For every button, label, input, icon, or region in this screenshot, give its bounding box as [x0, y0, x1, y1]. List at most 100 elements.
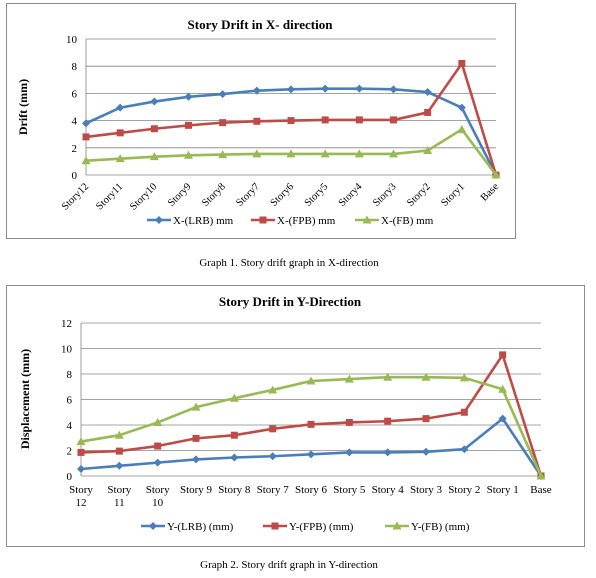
x-tick-label: Story1	[439, 181, 467, 209]
x-tick-label: Story12	[60, 181, 91, 212]
legend-label: Y-(FPB) (mm)	[289, 521, 354, 533]
data-point	[192, 434, 200, 442]
legend-entry: Y-(FB) (mm)	[385, 521, 470, 533]
series-2	[82, 59, 500, 179]
data-point	[252, 86, 261, 95]
data-point	[423, 88, 432, 97]
y-tick-label: 6	[72, 88, 78, 100]
data-point	[150, 125, 158, 133]
y-tick-label: 10	[61, 344, 73, 356]
x-tick-label: Story10	[128, 181, 159, 212]
data-point	[355, 116, 363, 124]
legend-marker	[149, 522, 157, 530]
chart-y-direction-frame: Story Drift in Y-Direction Displacement (…	[6, 285, 585, 547]
graph-2-caption: Graph 2. Story drift graph in Y-directio…	[200, 559, 378, 571]
data-point	[421, 372, 431, 381]
legend-label: Y-(LRB) (mm)	[167, 521, 234, 533]
chart-y-direction: Story Drift in Y-Direction Displacement (…	[18, 294, 552, 533]
graph-1-caption: Graph 1. Story drift graph in X-directio…	[199, 257, 379, 269]
y-axis-label: Displacement (mm)	[18, 349, 32, 449]
legend-label: Y-(FB) (mm)	[411, 521, 470, 533]
series-3	[81, 124, 501, 179]
data-point	[498, 384, 508, 393]
data-point	[116, 129, 124, 137]
data-point	[320, 149, 330, 158]
series-3	[76, 372, 546, 480]
legend-marker	[271, 522, 279, 530]
y-tick-label: 0	[67, 471, 73, 483]
data-point	[354, 149, 364, 158]
x-tick-label: Story	[69, 484, 93, 496]
x-tick-label: Story 5	[333, 484, 366, 496]
data-point	[268, 452, 277, 461]
data-point	[306, 376, 316, 385]
y-tick-label: 2	[72, 143, 78, 155]
data-point	[460, 408, 468, 416]
data-point	[424, 108, 432, 116]
data-point	[536, 471, 546, 480]
x-tick-label: Story3	[371, 181, 399, 209]
data-point	[269, 425, 277, 433]
y-tick-label: 0	[72, 170, 78, 182]
data-point	[383, 372, 393, 381]
data-point	[253, 117, 261, 125]
data-point	[116, 103, 125, 112]
data-point	[230, 431, 238, 439]
chart-title: Story Drift in Y-Direction	[219, 294, 362, 309]
chart-x-direction-frame: Story Drift in X- direction Drift (mm) 0 2 4…	[6, 3, 516, 239]
legend-label: X-(LRB) mm	[173, 215, 234, 227]
x-tick-label: Story 4	[372, 484, 405, 496]
x-tick-label: Story9	[166, 181, 194, 209]
x-tick-label: Story2	[405, 181, 433, 209]
y-axis-label: Drift (mm)	[16, 79, 30, 135]
data-point	[115, 447, 123, 455]
x-tick-label: Base	[479, 181, 501, 203]
data-point	[389, 149, 398, 158]
data-point	[422, 415, 430, 423]
x-tick-label: Story6	[269, 181, 297, 209]
y-tick-label: 4	[72, 116, 78, 128]
data-point	[321, 116, 329, 124]
data-point	[192, 455, 200, 464]
data-point	[287, 117, 295, 125]
data-point	[219, 119, 227, 127]
x-tick-label: Story 6	[295, 484, 328, 496]
data-point	[422, 447, 430, 456]
data-point	[321, 84, 330, 93]
legend-entry: X-(FPB) mm	[251, 215, 336, 227]
y-tick-label: 8	[72, 61, 78, 73]
legend-entry: Y-(FPB) (mm)	[263, 521, 354, 533]
y-tick-label: 10	[66, 34, 78, 46]
x-tick-label: Story8	[200, 181, 228, 209]
data-point	[150, 97, 159, 106]
data-point	[390, 116, 397, 124]
data-point	[384, 417, 392, 425]
legend-marker	[259, 216, 267, 224]
x-tick-label: Story4	[337, 181, 365, 209]
x-tick-label: Story 3	[410, 484, 443, 496]
x-tick-label: Story 7	[257, 484, 290, 496]
data-point	[423, 146, 433, 155]
data-point	[77, 464, 85, 473]
data-point	[355, 84, 364, 93]
data-point	[458, 59, 466, 67]
x-tick-label: Base	[530, 484, 552, 496]
y-tick-label: 12	[61, 318, 72, 330]
x-tick-label: Story11	[94, 181, 125, 212]
data-point	[345, 448, 354, 457]
x-tick-label: 11	[114, 497, 125, 509]
data-point	[115, 154, 125, 163]
legend-marker	[362, 215, 372, 224]
legend-entry: X-(LRB) mm	[147, 215, 234, 227]
data-point	[498, 414, 507, 423]
data-point	[218, 150, 228, 159]
data-point	[82, 119, 90, 128]
x-tick-label: Story	[146, 484, 170, 496]
legend-entry: Y-(LRB) (mm)	[141, 521, 234, 533]
x-tick-label: Story 2	[448, 484, 480, 496]
data-point	[459, 373, 469, 382]
data-point	[153, 417, 163, 426]
y-tick-label: 4	[67, 420, 73, 432]
data-point	[389, 85, 398, 94]
x-tick-label: Story5	[303, 181, 331, 209]
